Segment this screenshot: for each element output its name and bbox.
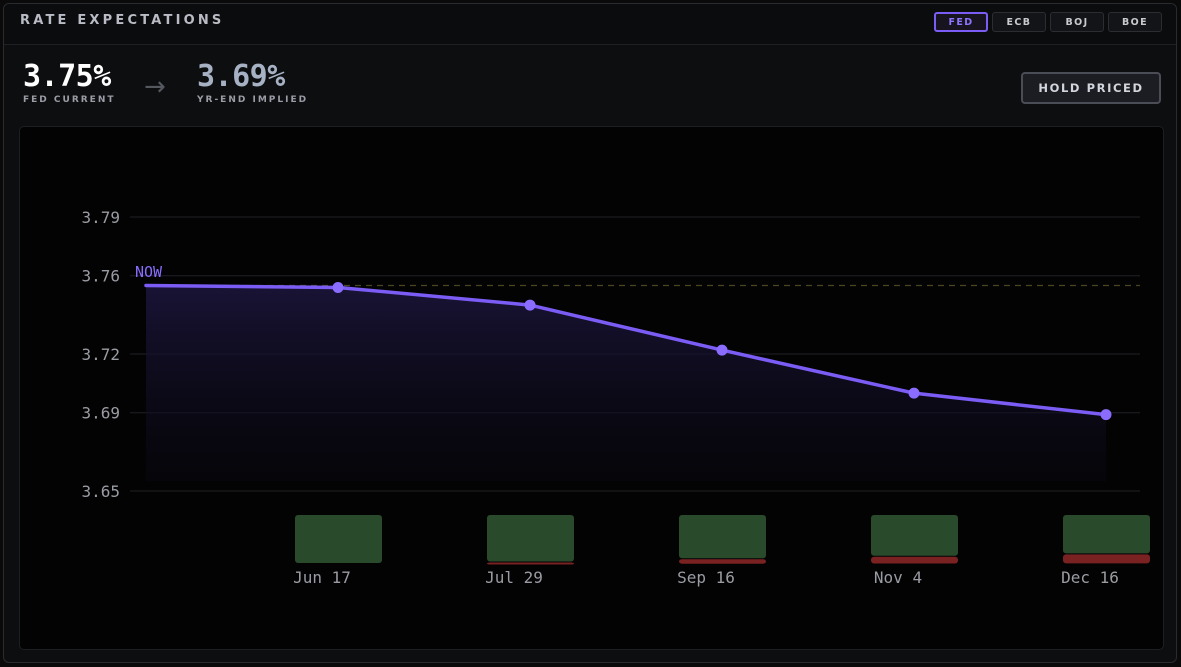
hold-probability-bar: [1063, 515, 1150, 554]
panel-title: RATE EXPECTATIONS: [20, 13, 225, 28]
tab-boe[interactable]: BOE: [1108, 12, 1162, 32]
x-tick-label: Nov 4: [874, 568, 922, 587]
data-point: [716, 344, 728, 356]
current-rate-label: FED CURRENT: [23, 95, 116, 105]
arrow-right-icon: →: [144, 72, 166, 102]
hold-probability-bar: [295, 515, 382, 563]
panel-header: RATE EXPECTATIONS FED ECB BOJ BOE: [4, 4, 1176, 45]
tab-ecb[interactable]: ECB: [992, 12, 1046, 32]
data-point: [1100, 409, 1112, 421]
now-label: NOW: [135, 263, 163, 281]
data-point: [332, 281, 344, 293]
current-rate-value: 3.75%: [23, 59, 111, 94]
x-tick-label: Dec 16: [1061, 568, 1119, 587]
cut-probability-bar: [1063, 554, 1150, 564]
implied-rate-value: 3.69%: [197, 59, 285, 94]
x-tick-label: Jul 29: [485, 568, 543, 587]
data-point: [524, 299, 536, 311]
y-tick-label: 3.65: [81, 482, 120, 501]
cut-probability-bar: [871, 556, 958, 564]
implied-rate-stat: 3.69% YR-END IMPLIED: [197, 59, 309, 106]
y-tick-label: 3.79: [81, 208, 120, 227]
y-tick-label: 3.72: [81, 345, 120, 364]
tab-fed[interactable]: FED: [934, 12, 988, 32]
x-tick-label: Sep 16: [677, 568, 735, 587]
rate-path-line: [144, 283, 1108, 417]
data-point: [908, 387, 920, 399]
tab-boj[interactable]: BOJ: [1050, 12, 1104, 32]
rate-path-chart: 3.79 3.76 3.72 3.69 3.65 NOW Jun 17 Jul 29 Sep 1…: [81, 208, 1150, 587]
y-tick-label: 3.76: [81, 267, 120, 286]
y-tick-label: 3.69: [81, 404, 120, 423]
hold-probability-bar: [871, 515, 958, 556]
hold-probability-bar: [487, 515, 574, 562]
current-rate-stat: 3.75% FED CURRENT: [23, 59, 116, 106]
chart-area: 3.79 3.76 3.72 3.69 3.65 NOW Jun 17 Jul 29 Sep 1…: [19, 126, 1164, 650]
hold-probability-bar: [679, 515, 766, 559]
x-tick-label: Jun 17: [293, 568, 351, 587]
bank-tabs: FED ECB BOJ BOE: [934, 12, 1162, 32]
hold-priced-button[interactable]: HOLD PRICED: [1021, 72, 1161, 104]
stats-row: 3.75% FED CURRENT → 3.69% YR-END IMPLIED…: [4, 44, 1176, 126]
area-fill: [146, 285, 1106, 481]
cut-probability-bar: [487, 562, 574, 565]
rate-expectations-panel: RATE EXPECTATIONS FED ECB BOJ BOE 3.75% …: [3, 3, 1177, 663]
cut-probability-bar: [679, 559, 766, 564]
implied-rate-label: YR-END IMPLIED: [197, 95, 309, 105]
